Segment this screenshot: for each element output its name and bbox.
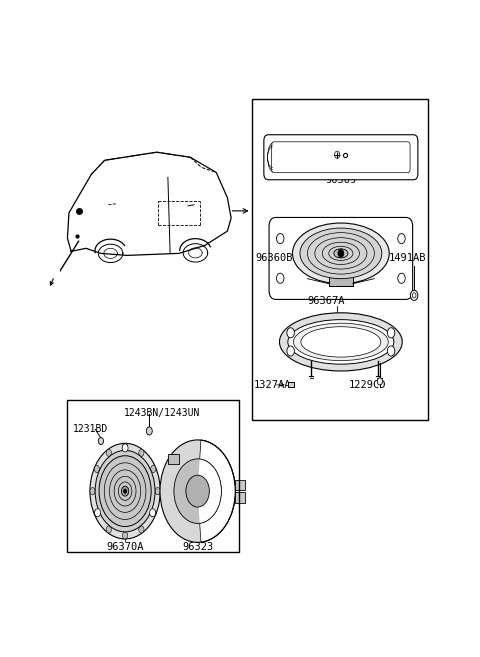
Bar (288, 382, 294, 388)
Ellipse shape (300, 228, 382, 279)
Circle shape (287, 346, 294, 356)
Circle shape (387, 328, 395, 338)
Text: 96367A: 96367A (307, 296, 345, 306)
Text: 1327AA: 1327AA (253, 380, 291, 390)
Text: 1229CD: 1229CD (348, 380, 386, 390)
Circle shape (377, 378, 383, 385)
Circle shape (139, 449, 144, 457)
Circle shape (151, 465, 156, 472)
Circle shape (94, 465, 99, 472)
Circle shape (186, 475, 209, 507)
Circle shape (387, 346, 395, 356)
Circle shape (287, 328, 294, 338)
FancyBboxPatch shape (269, 217, 413, 300)
Circle shape (276, 273, 284, 283)
Bar (168, 454, 179, 464)
Bar (235, 492, 245, 503)
Ellipse shape (288, 320, 394, 364)
Circle shape (121, 486, 129, 496)
Text: 96360B: 96360B (255, 254, 293, 263)
Circle shape (151, 510, 156, 517)
Circle shape (94, 510, 99, 517)
Ellipse shape (334, 249, 348, 258)
Circle shape (90, 443, 160, 539)
Text: 1491AB: 1491AB (389, 254, 426, 263)
Ellipse shape (301, 327, 381, 357)
Circle shape (99, 456, 151, 526)
Circle shape (98, 438, 104, 445)
Circle shape (122, 443, 128, 451)
Text: 96369: 96369 (325, 175, 357, 185)
Circle shape (95, 509, 101, 517)
Text: 1231BD: 1231BD (73, 424, 108, 434)
Bar (67, 400, 239, 552)
Ellipse shape (293, 323, 388, 361)
Bar (252, 99, 428, 420)
Ellipse shape (279, 313, 402, 371)
Bar (235, 480, 245, 490)
Circle shape (95, 451, 155, 532)
Circle shape (410, 290, 418, 300)
Circle shape (122, 532, 128, 539)
Circle shape (90, 487, 95, 495)
Circle shape (155, 487, 160, 495)
Circle shape (106, 449, 111, 457)
Circle shape (398, 233, 405, 244)
Circle shape (146, 427, 152, 435)
Circle shape (106, 526, 111, 533)
Circle shape (174, 459, 221, 524)
Text: 96323: 96323 (182, 542, 213, 552)
Circle shape (150, 509, 156, 517)
Circle shape (139, 526, 144, 533)
Wedge shape (198, 459, 221, 523)
Circle shape (122, 444, 128, 452)
Ellipse shape (292, 223, 389, 284)
Circle shape (276, 233, 284, 244)
Wedge shape (198, 440, 235, 542)
Text: 1243BN/1243UN: 1243BN/1243UN (124, 408, 201, 418)
Text: 96370A: 96370A (107, 542, 144, 552)
Bar (329, 270, 353, 286)
FancyBboxPatch shape (264, 135, 418, 180)
Circle shape (338, 249, 344, 258)
Circle shape (398, 273, 405, 283)
Circle shape (123, 489, 127, 493)
Circle shape (160, 440, 235, 543)
